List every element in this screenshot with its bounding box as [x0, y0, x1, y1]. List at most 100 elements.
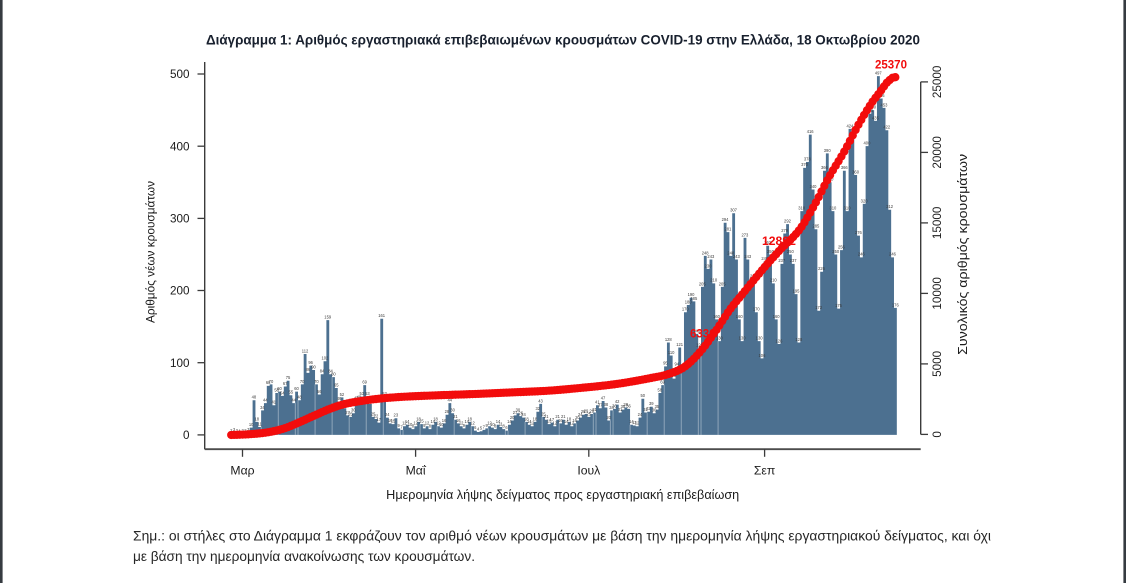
svg-text:12: 12: [459, 421, 464, 426]
svg-text:30: 30: [652, 408, 657, 413]
svg-text:6: 6: [505, 425, 508, 430]
svg-text:160: 160: [773, 314, 781, 319]
svg-text:12: 12: [635, 421, 640, 426]
svg-text:90: 90: [311, 364, 316, 369]
svg-text:250: 250: [767, 249, 775, 254]
svg-text:36: 36: [612, 403, 617, 408]
svg-text:14: 14: [430, 419, 435, 424]
svg-text:205: 205: [719, 281, 727, 286]
svg-text:6: 6: [474, 425, 477, 430]
svg-text:5: 5: [480, 426, 483, 431]
svg-text:32: 32: [535, 406, 540, 411]
svg-text:38: 38: [623, 402, 628, 407]
svg-text:37: 37: [598, 403, 603, 408]
svg-text:56: 56: [317, 389, 322, 394]
svg-text:Μαΐ: Μαΐ: [406, 464, 427, 478]
svg-text:17: 17: [377, 417, 382, 422]
svg-text:16: 16: [572, 418, 577, 423]
svg-text:75: 75: [286, 375, 291, 380]
svg-text:96: 96: [308, 360, 313, 365]
svg-text:128: 128: [665, 337, 673, 342]
svg-text:210: 210: [710, 278, 718, 283]
svg-text:14: 14: [564, 419, 569, 424]
svg-text:14: 14: [496, 419, 501, 424]
svg-text:58: 58: [657, 387, 662, 392]
svg-text:256: 256: [838, 245, 846, 250]
svg-text:102: 102: [321, 356, 329, 361]
svg-text:25: 25: [348, 411, 353, 416]
svg-text:27: 27: [513, 410, 518, 415]
svg-text:21: 21: [544, 414, 549, 419]
svg-text:370: 370: [801, 162, 809, 167]
svg-text:243: 243: [733, 254, 741, 259]
svg-text:25000: 25000: [931, 65, 944, 98]
svg-text:53: 53: [365, 391, 370, 396]
svg-text:17: 17: [550, 417, 555, 422]
svg-text:8: 8: [503, 424, 506, 429]
svg-text:500: 500: [170, 68, 190, 81]
svg-text:32: 32: [646, 406, 651, 411]
svg-text:285: 285: [812, 224, 820, 229]
svg-text:18: 18: [433, 416, 438, 421]
svg-text:Διάγραμμα 1: Αριθμός εργαστηρι: Διάγραμμα 1: Αριθμός εργαστηριακά επιβεβ…: [206, 33, 920, 49]
svg-text:41: 41: [595, 400, 600, 405]
svg-text:16: 16: [558, 418, 563, 423]
svg-text:248: 248: [727, 250, 735, 255]
svg-text:34: 34: [609, 405, 614, 410]
svg-text:5000: 5000: [931, 350, 944, 377]
svg-text:310: 310: [829, 206, 837, 211]
svg-text:24: 24: [385, 412, 390, 417]
svg-text:416: 416: [807, 129, 815, 134]
svg-text:210: 210: [770, 278, 778, 283]
svg-text:Αριθμός νέων κρουσμάτων: Αριθμός νέων κρουσμάτων: [144, 181, 158, 323]
svg-text:400: 400: [170, 140, 190, 153]
svg-text:16: 16: [456, 418, 461, 423]
svg-text:31: 31: [618, 407, 623, 412]
svg-text:94: 94: [675, 361, 680, 366]
svg-text:190: 190: [688, 292, 696, 297]
svg-text:9: 9: [423, 423, 426, 428]
svg-text:453: 453: [881, 102, 889, 107]
svg-text:20: 20: [575, 415, 580, 420]
svg-text:18: 18: [416, 416, 421, 421]
svg-text:130: 130: [756, 335, 764, 340]
svg-text:12: 12: [425, 421, 430, 426]
svg-text:30: 30: [351, 408, 356, 413]
svg-text:130: 130: [739, 335, 747, 340]
svg-text:18: 18: [567, 416, 572, 421]
svg-text:10000: 10000: [931, 277, 944, 310]
svg-text:262: 262: [764, 240, 772, 245]
svg-text:35: 35: [655, 404, 660, 409]
svg-text:390: 390: [824, 148, 832, 153]
svg-text:9: 9: [398, 423, 401, 428]
svg-text:21: 21: [555, 414, 560, 419]
svg-text:121: 121: [676, 342, 684, 347]
svg-text:24: 24: [638, 412, 643, 417]
svg-text:307: 307: [730, 208, 738, 213]
svg-text:340: 340: [810, 184, 818, 189]
svg-text:Σεπ: Σεπ: [754, 464, 775, 478]
svg-text:35: 35: [621, 404, 626, 409]
svg-text:21: 21: [561, 414, 566, 419]
svg-text:130: 130: [716, 335, 724, 340]
svg-text:16: 16: [388, 418, 393, 423]
svg-text:20000: 20000: [931, 136, 944, 169]
svg-text:276: 276: [855, 230, 863, 235]
svg-text:22: 22: [374, 413, 379, 418]
svg-text:205: 205: [699, 281, 707, 286]
svg-text:230: 230: [705, 263, 713, 268]
svg-text:160: 160: [713, 314, 721, 319]
svg-text:310: 310: [798, 206, 806, 211]
svg-text:2: 2: [241, 428, 244, 433]
svg-text:84: 84: [328, 369, 333, 374]
svg-text:Μαρ: Μαρ: [230, 464, 254, 478]
svg-text:3: 3: [233, 427, 236, 432]
svg-text:28: 28: [581, 409, 586, 414]
svg-text:180: 180: [685, 299, 693, 304]
svg-text:13: 13: [632, 420, 637, 425]
svg-text:53: 53: [359, 391, 364, 396]
svg-text:42: 42: [615, 399, 620, 404]
svg-text:170: 170: [682, 307, 690, 312]
svg-text:50: 50: [640, 393, 645, 398]
svg-text:497: 497: [875, 71, 883, 76]
